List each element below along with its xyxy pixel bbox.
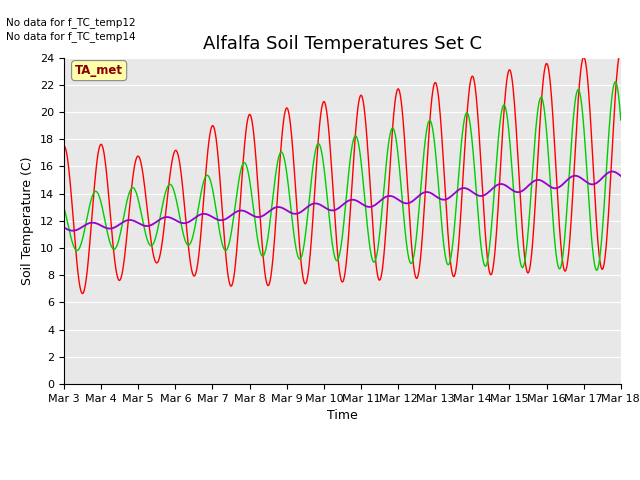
X-axis label: Time: Time [327, 409, 358, 422]
Title: Alfalfa Soil Temperatures Set C: Alfalfa Soil Temperatures Set C [203, 35, 482, 53]
Text: No data for f_TC_temp12: No data for f_TC_temp12 [6, 17, 136, 28]
Y-axis label: Soil Temperature (C): Soil Temperature (C) [22, 156, 35, 285]
Legend: -2cm, -8cm, -32cm: -2cm, -8cm, -32cm [199, 479, 486, 480]
Text: No data for f_TC_temp14: No data for f_TC_temp14 [6, 31, 136, 42]
Text: TA_met: TA_met [75, 64, 123, 77]
